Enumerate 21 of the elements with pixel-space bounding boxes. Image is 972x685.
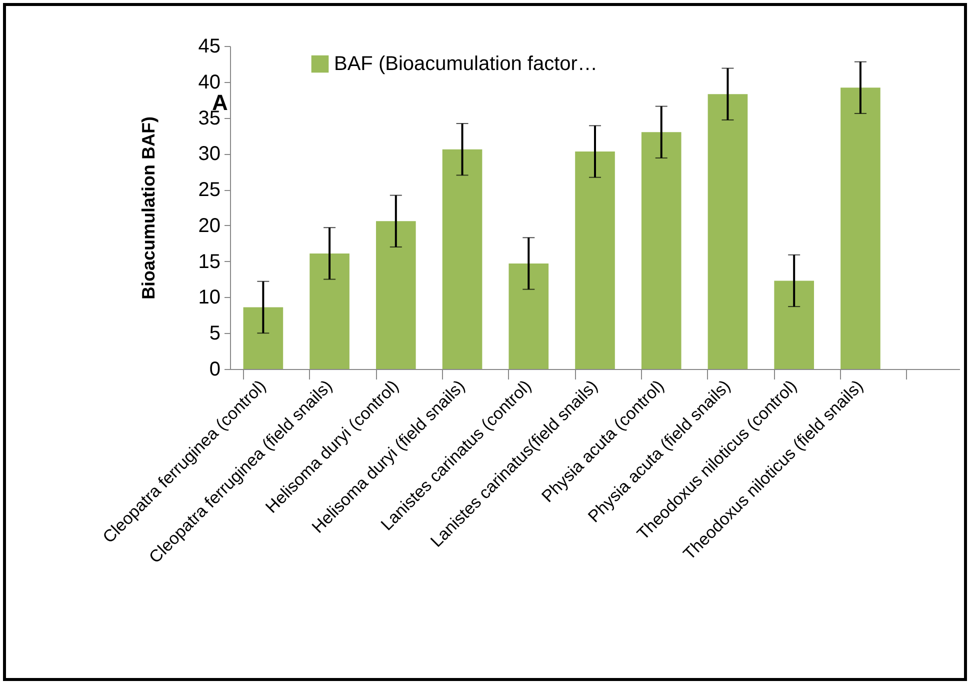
bar bbox=[575, 152, 615, 369]
y-axis-title: Bioacumulation BAF) bbox=[138, 116, 158, 300]
y-tick-label: 0 bbox=[209, 358, 220, 380]
y-tick-label: 5 bbox=[209, 322, 220, 345]
bar bbox=[310, 253, 350, 369]
y-tick-label: 15 bbox=[198, 250, 220, 273]
legend-label: BAF (Bioacumulation factor… bbox=[334, 53, 598, 75]
bar bbox=[243, 307, 284, 369]
y-tick-label: 20 bbox=[198, 214, 220, 237]
y-tick-label: 10 bbox=[198, 286, 220, 309]
bar bbox=[442, 149, 482, 369]
bar bbox=[376, 221, 416, 369]
bar bbox=[774, 280, 814, 369]
bar bbox=[708, 94, 748, 369]
y-tick-label: 45 bbox=[198, 36, 220, 58]
bar bbox=[508, 263, 549, 369]
y-tick-label: 30 bbox=[198, 143, 220, 166]
bar bbox=[641, 132, 682, 369]
y-tick-label: 40 bbox=[198, 71, 220, 94]
bar bbox=[840, 88, 880, 369]
y-tick-label: 25 bbox=[198, 179, 220, 202]
